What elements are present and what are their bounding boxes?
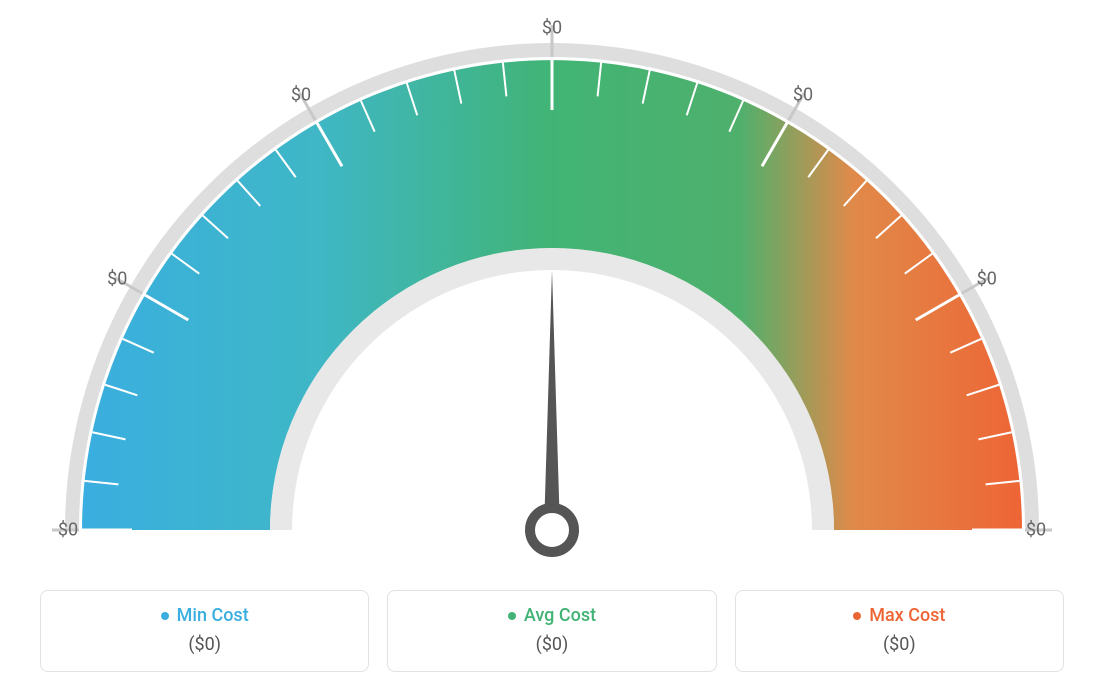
scale-label-3: $0 (542, 18, 562, 39)
legend-label-avg: Avg Cost (524, 605, 596, 626)
legend-value-min: ($0) (59, 634, 350, 655)
legend-card-avg: Avg Cost ($0) (387, 590, 716, 673)
legend-label-max: Max Cost (869, 605, 945, 626)
scale-label-0: $0 (58, 520, 78, 541)
gauge-svg (52, 0, 1052, 560)
scale-label-1: $0 (107, 269, 127, 290)
legend-value-max: ($0) (754, 634, 1045, 655)
legend-label-min: Min Cost (177, 605, 249, 626)
scale-label-6: $0 (1026, 520, 1046, 541)
scale-label-2: $0 (291, 85, 311, 106)
legend-dot-avg (508, 612, 516, 620)
legend-card-max: Max Cost ($0) (735, 590, 1064, 673)
legend-dot-max (853, 612, 861, 620)
legend-dot-min (161, 612, 169, 620)
legend-row: Min Cost ($0) Avg Cost ($0) Max Cost ($0… (0, 590, 1104, 673)
legend-title-max: Max Cost (853, 605, 945, 626)
legend-title-avg: Avg Cost (508, 605, 596, 626)
legend-value-avg: ($0) (406, 634, 697, 655)
scale-label-4: $0 (793, 85, 813, 106)
legend-title-min: Min Cost (161, 605, 249, 626)
scale-label-5: $0 (977, 269, 997, 290)
legend-card-min: Min Cost ($0) (40, 590, 369, 673)
gauge-wrap: $0 $0 $0 $0 $0 $0 $0 (52, 0, 1052, 560)
gauge-chart-container: $0 $0 $0 $0 $0 $0 $0 Min Cost ($0) Avg Cost ($… (0, 0, 1104, 690)
